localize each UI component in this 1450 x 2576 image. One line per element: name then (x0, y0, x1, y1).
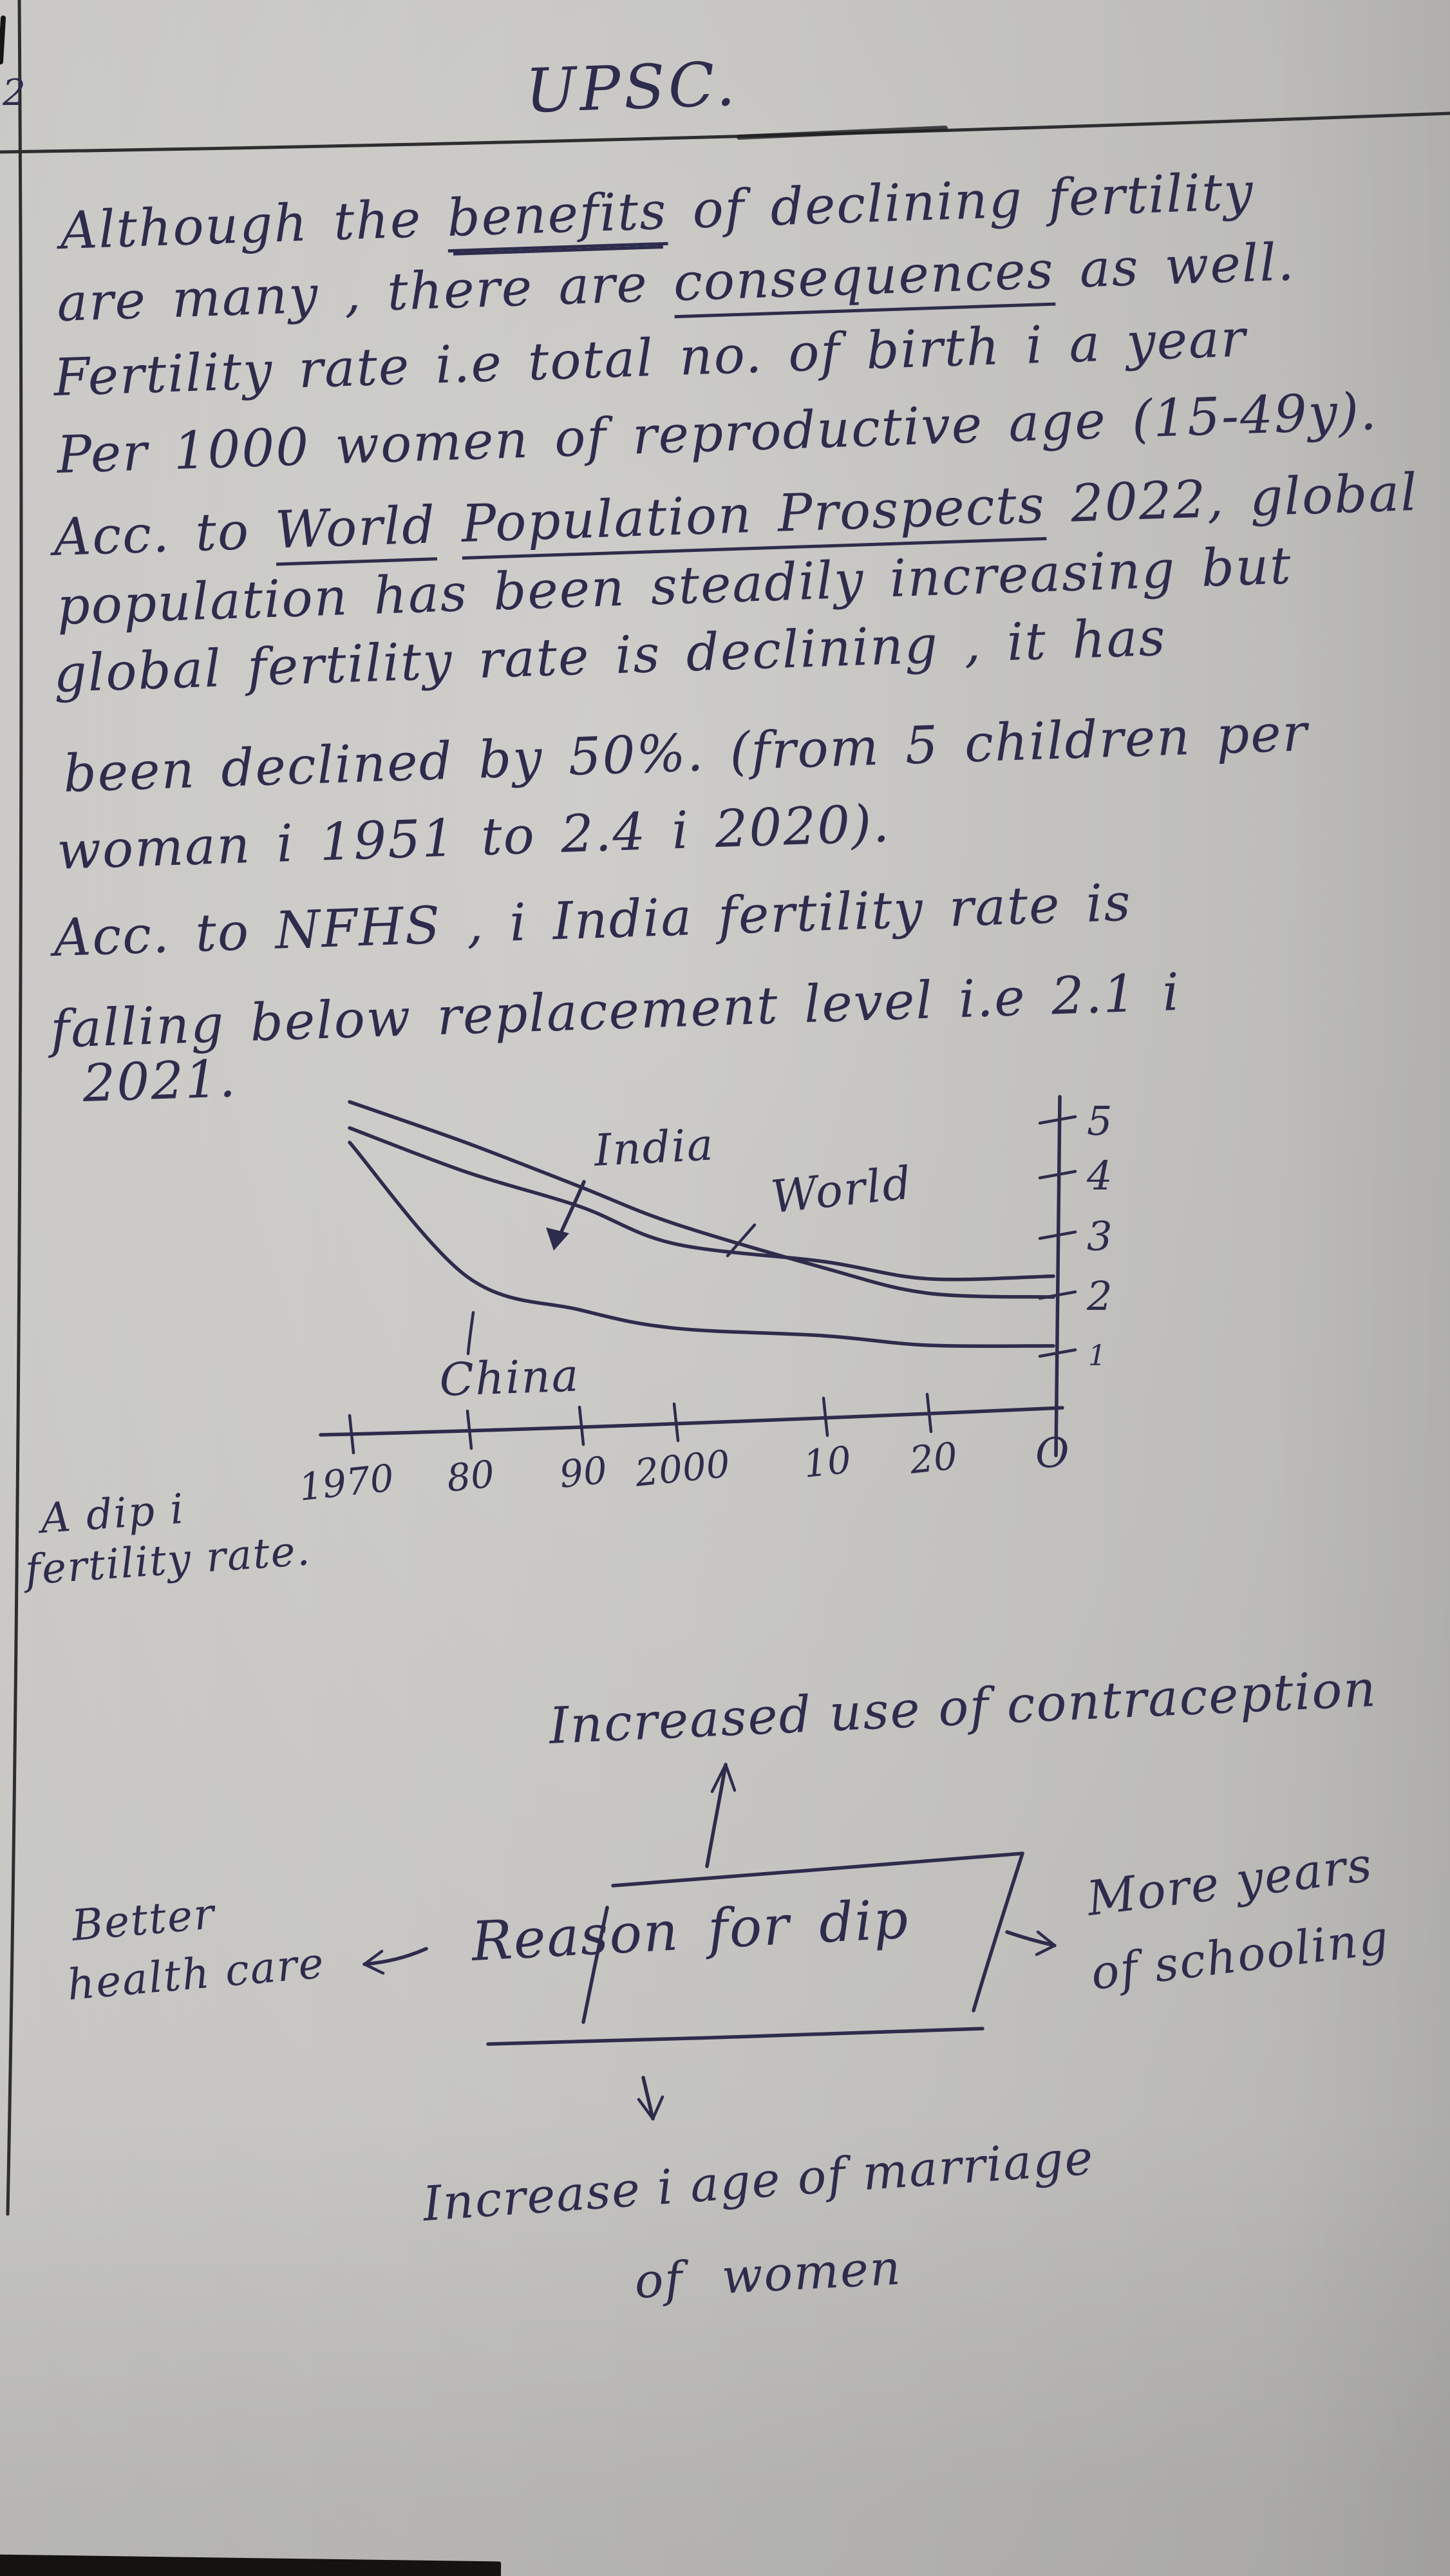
y-tick-label-5: 5 (1087, 1097, 1112, 1144)
y-tick-label-4: 4 (1086, 1152, 1112, 1199)
chart-caption-line-1: A dip i (39, 1485, 187, 1543)
curve-india (348, 1100, 1055, 1299)
box-left-line (581, 1906, 609, 2024)
up-arrow (705, 1763, 737, 1868)
x-tick-label-1970: 1970 (297, 1456, 396, 1510)
y-axis (1054, 1095, 1062, 1457)
box-bottom-line (486, 2027, 984, 2046)
series-label-india: India (592, 1119, 716, 1177)
x-tick-label-20: 20 (907, 1434, 960, 1482)
note-line-12: 2021. (81, 1048, 238, 1113)
world-label-line (726, 1223, 757, 1258)
x-tick-label-10: 10 (802, 1437, 854, 1486)
page-edge-mark (0, 15, 6, 64)
india-label-arrow (546, 1180, 586, 1251)
page-title: UPSC. (524, 49, 740, 127)
underlined-consequences: consequences (672, 240, 1056, 319)
x-tick-label-2000: 2000 (632, 1442, 732, 1495)
x-axis-ticks (348, 1392, 933, 1455)
curve-world (348, 1126, 1055, 1282)
down-arrow (637, 2076, 664, 2121)
underlined-benefits: benefits (446, 180, 668, 253)
header-rule-overdraw (737, 126, 948, 140)
y-axis-ticks (1038, 1115, 1077, 1358)
reason-diagram-strokes (362, 1763, 1057, 2121)
margin-line (6, 0, 23, 2216)
header-rule (0, 111, 1450, 154)
chart-curves (348, 1100, 1055, 1349)
y-tick-label-2: 2 (1086, 1273, 1112, 1320)
curve-china (348, 1141, 1055, 1349)
x-tick-label-90: 90 (558, 1448, 610, 1496)
china-label-line (466, 1311, 475, 1356)
y-tick-label-1: 1 (1088, 1340, 1106, 1372)
right-arrow (1005, 1930, 1057, 1956)
fertility-chart: 5 4 3 2 1 1970 80 90 2000 10 20 O (297, 1095, 1112, 1510)
box-right-line (972, 1852, 1024, 2012)
x-tick-label-80: 80 (445, 1452, 497, 1500)
origin-label: O (1035, 1430, 1069, 1477)
y-tick-label-3: 3 (1087, 1213, 1112, 1260)
x-axis (319, 1406, 1064, 1437)
box-top-line (611, 1852, 1024, 1888)
underlined-world: World (274, 495, 437, 566)
series-label-china: China (438, 1349, 581, 1406)
left-arrow (362, 1947, 428, 1975)
page-number: 2 (3, 72, 27, 114)
